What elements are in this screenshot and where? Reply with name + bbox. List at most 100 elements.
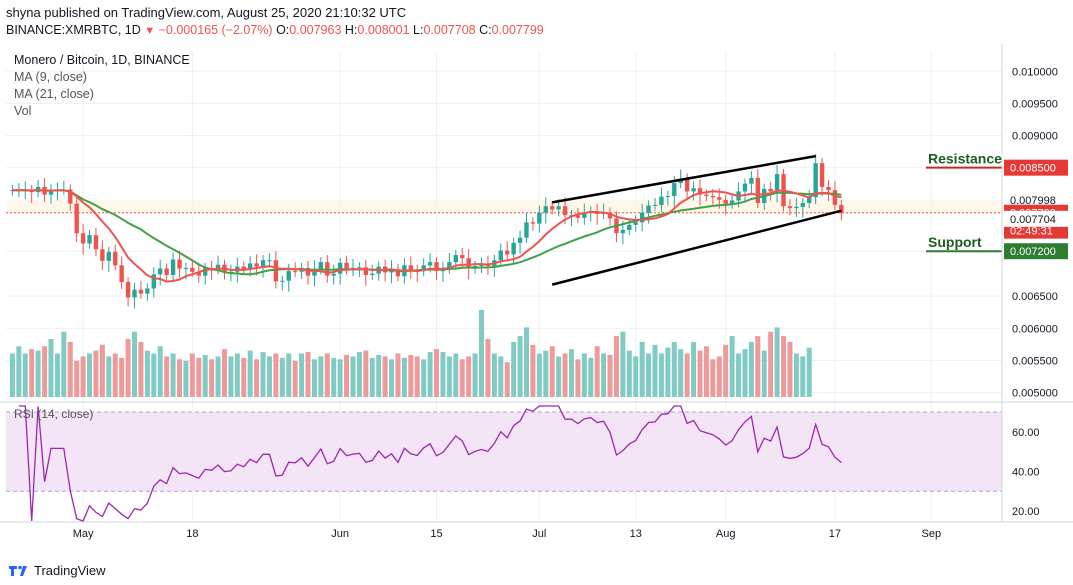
candle[interactable] <box>318 262 324 270</box>
candle[interactable] <box>556 206 561 210</box>
candle[interactable] <box>633 222 638 225</box>
candle[interactable] <box>158 268 163 275</box>
candle[interactable] <box>684 178 690 192</box>
candle[interactable] <box>729 200 735 204</box>
candle[interactable] <box>247 263 253 270</box>
candle[interactable] <box>800 203 805 207</box>
candle[interactable] <box>196 271 201 276</box>
candle[interactable] <box>344 262 349 270</box>
candle[interactable] <box>370 273 375 275</box>
candle[interactable] <box>620 229 626 234</box>
candle[interactable] <box>794 206 799 209</box>
candle[interactable] <box>80 233 86 244</box>
candle[interactable] <box>755 177 761 204</box>
candle[interactable] <box>607 212 613 219</box>
candle[interactable] <box>183 267 189 269</box>
candle[interactable] <box>305 267 311 276</box>
candle[interactable] <box>286 271 291 281</box>
candle[interactable] <box>575 215 581 218</box>
candle[interactable] <box>138 289 144 294</box>
candle[interactable] <box>479 264 484 266</box>
candle[interactable] <box>723 199 728 204</box>
candle[interactable] <box>125 282 131 298</box>
candle[interactable] <box>331 273 336 276</box>
candle[interactable] <box>749 177 754 184</box>
candle[interactable] <box>511 242 516 255</box>
candle[interactable] <box>832 190 838 205</box>
candle[interactable] <box>813 163 818 198</box>
price-chart[interactable]: Resistance Support RSI (14, close) 0.0100… <box>0 44 1073 549</box>
candle[interactable] <box>145 288 150 294</box>
candle[interactable] <box>498 250 503 261</box>
candle[interactable] <box>549 206 555 210</box>
candle[interactable] <box>267 260 272 262</box>
candle[interactable] <box>524 222 529 238</box>
candle[interactable] <box>363 267 369 275</box>
candle[interactable] <box>652 204 658 206</box>
candle[interactable] <box>627 224 632 230</box>
candle[interactable] <box>106 251 112 261</box>
candle[interactable] <box>665 195 671 197</box>
candle[interactable] <box>562 206 568 216</box>
candle[interactable] <box>48 189 54 195</box>
candle[interactable] <box>68 189 73 204</box>
candle[interactable] <box>787 206 793 209</box>
candle[interactable] <box>190 267 195 272</box>
candle[interactable] <box>717 197 722 200</box>
candle[interactable] <box>215 264 221 270</box>
candle[interactable] <box>646 205 651 213</box>
candle[interactable] <box>260 260 266 267</box>
candle[interactable] <box>427 262 433 266</box>
candle[interactable] <box>807 197 812 204</box>
candle[interactable] <box>357 267 362 269</box>
candle[interactable] <box>659 196 664 205</box>
candle[interactable] <box>517 237 523 243</box>
candle[interactable] <box>164 268 169 275</box>
candle[interactable] <box>453 255 459 263</box>
legend-ma9[interactable]: MA (9, close) <box>14 70 87 84</box>
footer-brand[interactable]: TradingView <box>8 561 106 579</box>
candle[interactable] <box>691 188 696 192</box>
legend-ma21[interactable]: MA (21, close) <box>14 87 94 101</box>
candle[interactable] <box>254 263 259 267</box>
candle[interactable] <box>100 249 105 261</box>
candle[interactable] <box>819 163 825 187</box>
candle[interactable] <box>151 274 156 289</box>
candle[interactable] <box>177 259 182 269</box>
legend-vol[interactable]: Vol <box>14 104 32 118</box>
candle[interactable] <box>460 255 465 259</box>
candle[interactable] <box>74 203 79 234</box>
candle[interactable] <box>241 266 246 270</box>
candle[interactable] <box>530 222 536 224</box>
candle[interactable] <box>768 188 773 192</box>
candle[interactable] <box>113 251 118 266</box>
candle[interactable] <box>273 260 279 282</box>
candle[interactable] <box>421 265 426 272</box>
candle[interactable] <box>672 183 677 196</box>
candle[interactable] <box>395 269 401 277</box>
candle[interactable] <box>774 174 780 192</box>
candle[interactable] <box>119 265 124 283</box>
candle[interactable] <box>337 262 343 274</box>
candle[interactable] <box>87 235 92 244</box>
candle[interactable] <box>639 212 645 223</box>
candle[interactable] <box>466 258 471 269</box>
candle[interactable] <box>710 195 716 198</box>
candle[interactable] <box>280 280 285 282</box>
candle[interactable] <box>434 262 439 272</box>
candle[interactable] <box>582 212 587 218</box>
candle[interactable] <box>312 269 317 276</box>
candle[interactable] <box>697 188 703 195</box>
candle[interactable] <box>826 186 831 191</box>
candle[interactable] <box>408 265 414 270</box>
candle[interactable] <box>543 206 548 213</box>
candle[interactable] <box>742 183 748 192</box>
candle[interactable] <box>505 250 510 255</box>
candle[interactable] <box>292 271 298 273</box>
candle[interactable] <box>704 194 709 196</box>
candle[interactable] <box>537 212 542 224</box>
candle[interactable] <box>170 259 176 275</box>
candle[interactable] <box>839 204 844 214</box>
candle[interactable] <box>93 235 99 250</box>
candle[interactable] <box>132 289 137 298</box>
